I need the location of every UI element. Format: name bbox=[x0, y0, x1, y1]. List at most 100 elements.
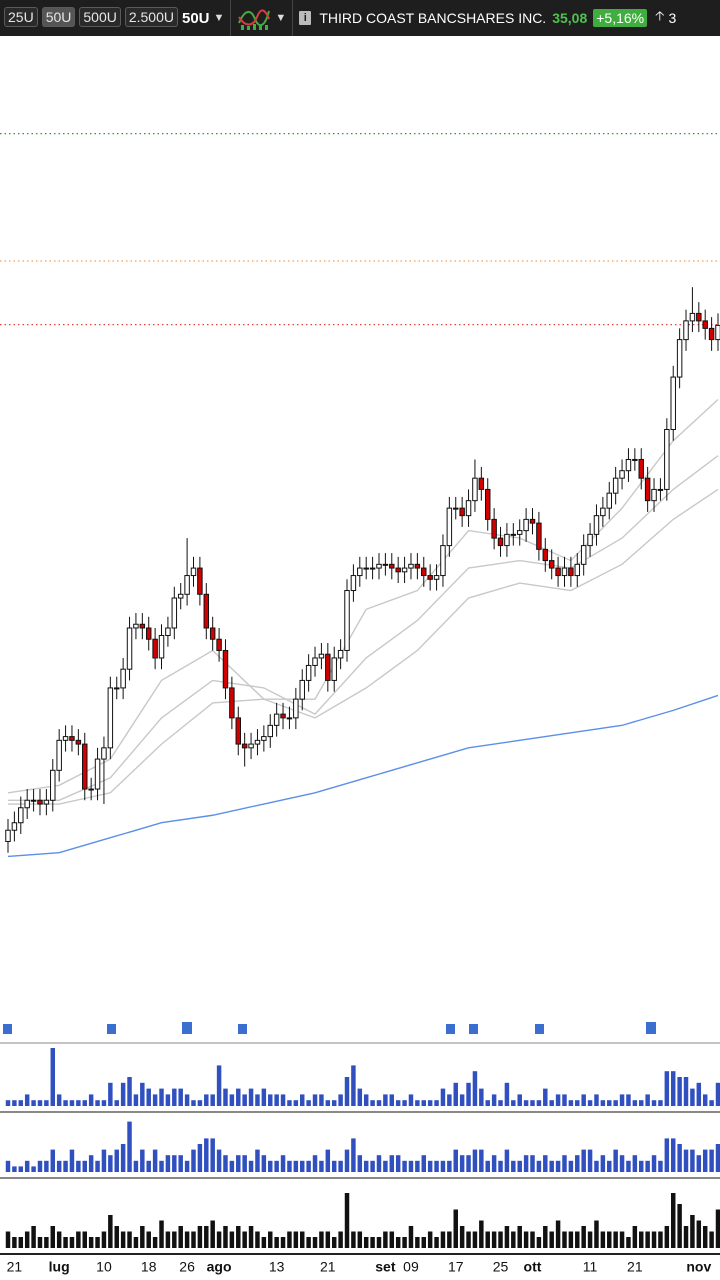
candle-body bbox=[683, 320, 689, 341]
news-icon[interactable] bbox=[238, 1024, 247, 1034]
caret[interactable]: ▼ bbox=[275, 12, 287, 24]
indicator-bar bbox=[434, 1100, 439, 1106]
candle-body bbox=[465, 500, 472, 517]
news-icon[interactable] bbox=[107, 1024, 116, 1034]
indicator-bar bbox=[517, 1094, 522, 1106]
indicator-bar bbox=[127, 1231, 132, 1248]
indicator-bar bbox=[76, 1231, 81, 1248]
candle-body bbox=[273, 713, 280, 726]
news-icon[interactable] bbox=[646, 1022, 656, 1034]
indicator-bar bbox=[255, 1149, 260, 1172]
x-tick-label: 25 bbox=[493, 1259, 509, 1275]
candle-body bbox=[184, 575, 190, 595]
indicator-bar bbox=[555, 1220, 561, 1248]
indicator-bar bbox=[12, 1100, 17, 1106]
indicator-bar bbox=[344, 1077, 350, 1106]
indicator-bar bbox=[229, 1094, 235, 1106]
indicator-bar bbox=[402, 1237, 407, 1248]
indicator-bar bbox=[517, 1160, 522, 1172]
indicator-bar bbox=[677, 1144, 682, 1172]
indicator-bar bbox=[120, 1082, 126, 1106]
range-button[interactable]: 500U bbox=[79, 7, 121, 27]
indicator-bar bbox=[12, 1166, 17, 1172]
indicator-bar bbox=[683, 1149, 689, 1172]
indicator-bar bbox=[152, 1094, 158, 1106]
indicator-bar bbox=[434, 1237, 439, 1248]
indicator-bar bbox=[338, 1094, 343, 1106]
candle-body bbox=[542, 548, 549, 562]
indicator-bar bbox=[56, 1160, 62, 1172]
indicator-bar bbox=[466, 1231, 471, 1248]
x-tick-label: ott bbox=[524, 1259, 542, 1275]
news-icon[interactable] bbox=[182, 1022, 192, 1034]
indicator-bar bbox=[664, 1226, 670, 1248]
indicator-bar bbox=[543, 1155, 548, 1172]
indicator-bar bbox=[587, 1149, 593, 1172]
candle-body bbox=[555, 567, 561, 577]
candle-body bbox=[165, 627, 171, 636]
indicator-bar bbox=[485, 1160, 490, 1172]
indicator-bar bbox=[715, 1209, 720, 1248]
indicator-bar bbox=[24, 1094, 30, 1106]
indicator-bar bbox=[184, 1231, 190, 1248]
news-icon[interactable] bbox=[446, 1024, 455, 1034]
indicator-bar bbox=[702, 1149, 708, 1172]
indicator-bar bbox=[287, 1160, 292, 1172]
indicator-bar bbox=[344, 1193, 350, 1248]
indicator-bar bbox=[459, 1094, 465, 1106]
indicator-bar bbox=[274, 1094, 279, 1106]
indicator-bar bbox=[120, 1144, 126, 1172]
moving-average bbox=[8, 488, 719, 805]
indicator-bar bbox=[268, 1160, 273, 1172]
indicator-bar bbox=[389, 1155, 395, 1172]
indicator-bar bbox=[415, 1237, 420, 1248]
range-button[interactable]: 50U bbox=[41, 7, 76, 27]
indicator-bar bbox=[165, 1094, 171, 1106]
indicator-bar bbox=[24, 1160, 30, 1172]
indicator-bar bbox=[140, 1082, 145, 1106]
indicator-bar bbox=[408, 1226, 414, 1248]
candle-body bbox=[11, 822, 18, 831]
news-icon[interactable] bbox=[3, 1024, 12, 1034]
candle-body bbox=[241, 743, 248, 749]
indicator-bar bbox=[370, 1160, 375, 1172]
indicator-bar bbox=[357, 1088, 363, 1106]
indicator-bar bbox=[696, 1220, 702, 1248]
indicator-bar bbox=[415, 1160, 420, 1172]
indicator-bar bbox=[236, 1226, 241, 1248]
indicator-bar bbox=[76, 1160, 81, 1172]
indicator-bar bbox=[472, 1231, 478, 1248]
range-button[interactable]: 25U bbox=[4, 7, 38, 27]
news-icon[interactable] bbox=[469, 1024, 478, 1034]
indicator-bar bbox=[632, 1100, 638, 1106]
indicator-bar bbox=[204, 1094, 209, 1106]
indicator-bar bbox=[645, 1160, 650, 1172]
indicator-bar bbox=[108, 1215, 113, 1248]
caret[interactable]: ▼ bbox=[213, 12, 225, 24]
news-icon[interactable] bbox=[535, 1024, 544, 1034]
indicator-bar bbox=[82, 1100, 87, 1106]
candle-body bbox=[689, 312, 696, 322]
indicator-bar bbox=[210, 1138, 215, 1172]
indicator-bar bbox=[114, 1100, 119, 1106]
indicator-bar bbox=[575, 1231, 580, 1248]
indicator-bar bbox=[607, 1160, 612, 1172]
x-tick-label: 10 bbox=[96, 1259, 112, 1275]
indicator-icon[interactable] bbox=[237, 5, 271, 31]
indicator-bar bbox=[69, 1100, 75, 1106]
indicator-bar bbox=[434, 1160, 439, 1172]
info-icon[interactable]: i bbox=[299, 11, 312, 25]
indicator-bar bbox=[447, 1094, 452, 1106]
candle-body bbox=[69, 736, 75, 741]
indicator-bar bbox=[216, 1149, 222, 1172]
range-button[interactable]: 2.500U bbox=[124, 7, 178, 27]
indicator-bar bbox=[683, 1226, 689, 1248]
indicator-bar bbox=[69, 1149, 75, 1172]
indicator-bar bbox=[511, 1100, 516, 1106]
candle-body bbox=[676, 339, 683, 378]
x-tick-label: ago bbox=[207, 1259, 232, 1275]
indicator-bar bbox=[338, 1231, 343, 1248]
indicator-bar bbox=[56, 1094, 62, 1106]
last-price: 35,08 bbox=[552, 10, 588, 26]
period-selector[interactable]: 50U bbox=[182, 9, 210, 27]
